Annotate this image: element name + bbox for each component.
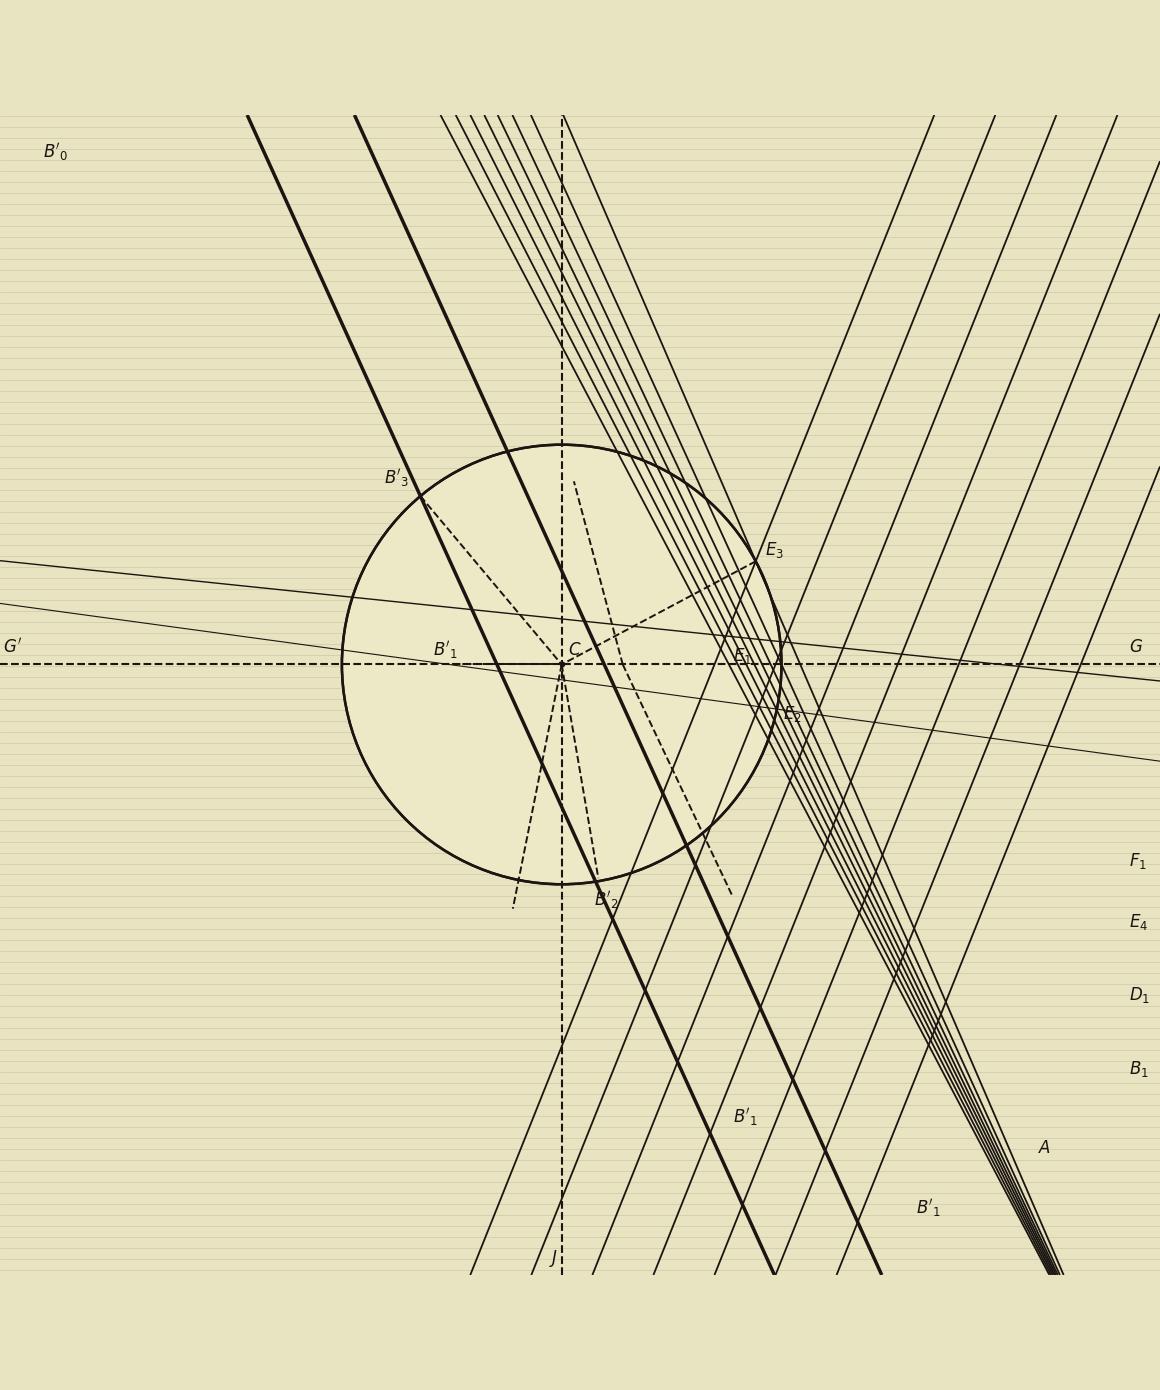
Text: $B'_1$: $B'_1$	[733, 1106, 757, 1127]
Text: $E_3$: $E_3$	[764, 541, 784, 560]
Text: $B_1$: $B_1$	[1130, 1059, 1150, 1079]
Text: $G'$: $G'$	[3, 637, 22, 656]
Text: $D_1$: $D_1$	[1130, 986, 1151, 1005]
Text: $E_1$: $E_1$	[733, 646, 752, 666]
Text: $J$: $J$	[550, 1248, 559, 1269]
Text: $E_4$: $E_4$	[1130, 912, 1148, 933]
Text: $G$: $G$	[1130, 639, 1144, 656]
Text: $A$: $A$	[1038, 1140, 1051, 1156]
Circle shape	[342, 445, 782, 884]
Text: $C$: $C$	[567, 642, 581, 659]
Text: $E_2$: $E_2$	[783, 705, 802, 724]
Text: $B'_1$: $B'_1$	[915, 1197, 941, 1219]
Text: $B'_1$: $B'_1$	[434, 639, 458, 660]
Text: $B'_3$: $B'_3$	[384, 467, 408, 489]
Text: $B'_2$: $B'_2$	[594, 888, 618, 910]
Text: $F_1$: $F_1$	[1130, 851, 1147, 872]
Text: $B'_0$: $B'_0$	[43, 142, 68, 163]
